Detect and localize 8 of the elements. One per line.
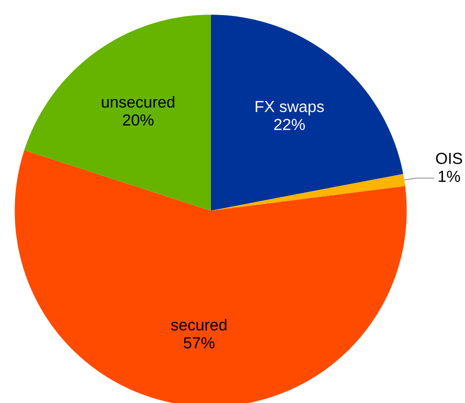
data-label: 1% [438, 170, 460, 182]
data-label: 20% [122, 114, 154, 126]
slice-label: unsecured [102, 96, 174, 108]
slice-label: FX swaps [256, 101, 324, 116]
data-label: 22% [274, 118, 305, 130]
slice-label: secured [171, 318, 226, 331]
slice-label: OIS [436, 152, 462, 164]
data-label: 57% [184, 337, 214, 348]
